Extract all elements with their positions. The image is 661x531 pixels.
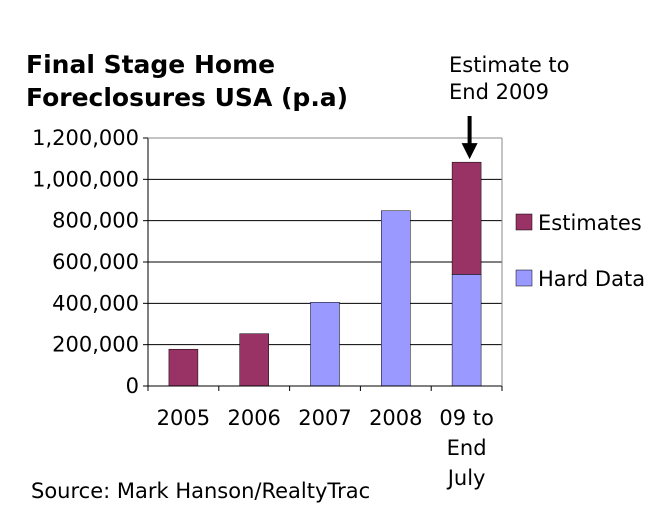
legend: Estimates Hard Data bbox=[515, 211, 645, 291]
bar-estimates bbox=[239, 333, 269, 387]
legend-swatch-hard-data bbox=[515, 269, 533, 287]
x-tick-label: July bbox=[446, 466, 486, 490]
x-tick-label: 2006 bbox=[227, 406, 280, 430]
x-tick-label: 09 to bbox=[439, 406, 493, 430]
y-tick-label: 800,000 bbox=[52, 209, 139, 233]
bars bbox=[168, 161, 482, 387]
x-tick-label: 2007 bbox=[298, 406, 351, 430]
y-tick-label: 1,000,000 bbox=[32, 167, 139, 191]
x-tick-labels: 2005 2006 2007 2008 09 to End July bbox=[157, 406, 494, 490]
annotation-arrow-head bbox=[461, 143, 478, 160]
chart-title-line-1: Final Stage Home bbox=[26, 50, 275, 79]
y-tick-label: 600,000 bbox=[52, 250, 139, 274]
legend-swatch-estimates bbox=[515, 213, 533, 231]
y-tick-label: 0 bbox=[126, 374, 139, 398]
x-tick-label: 2008 bbox=[369, 406, 422, 430]
x-tick-label: End bbox=[447, 436, 487, 460]
annotation-line-1: Estimate to bbox=[449, 53, 570, 77]
x-tick-label: 2005 bbox=[157, 406, 210, 430]
annotation-arrow bbox=[461, 116, 478, 160]
annotation-line-2: End 2009 bbox=[449, 80, 549, 104]
y-tick-labels: 0 200,000 400,000 600,000 800,000 1,000,000 1,… bbox=[32, 126, 139, 398]
bar-hard-data bbox=[310, 302, 340, 387]
bar-estimates bbox=[168, 348, 199, 387]
legend-label-hard-data: Hard Data bbox=[538, 267, 645, 291]
y-tick-label: 200,000 bbox=[52, 333, 139, 357]
bar-hard-data bbox=[451, 274, 482, 387]
bar-estimates bbox=[451, 161, 482, 275]
chart-title-line-2: Foreclosures USA (p.a) bbox=[26, 83, 348, 112]
y-tick-label: 1,200,000 bbox=[32, 126, 139, 150]
y-tick-label: 400,000 bbox=[52, 291, 139, 315]
axes bbox=[147, 137, 503, 391]
bar-hard-data bbox=[381, 210, 411, 387]
legend-label-estimates: Estimates bbox=[538, 211, 642, 235]
source-note: Source: Mark Hanson/RealtyTrac bbox=[31, 479, 370, 503]
